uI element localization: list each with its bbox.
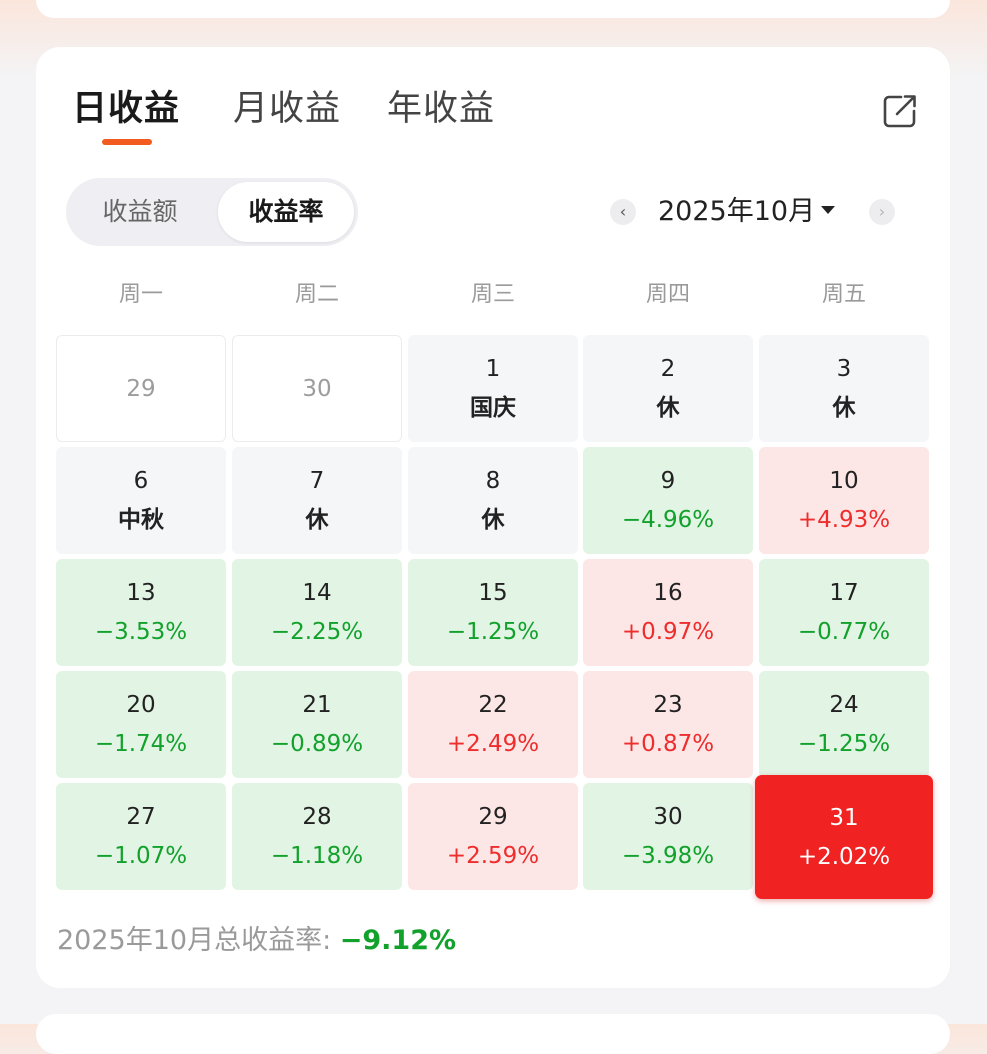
calendar-day-cell[interactable]: 17 −0.77% <box>759 559 929 666</box>
calendar-day-cell[interactable]: 1 国庆 <box>408 335 578 442</box>
month-label: 2025年10月 <box>658 196 816 227</box>
day-number: 16 <box>653 580 683 606</box>
day-return: +2.59% <box>446 843 540 869</box>
next-month-button[interactable]: › <box>869 199 895 225</box>
summary-label: 2025年10月总收益率: <box>57 925 340 956</box>
calendar-day-cell[interactable]: 13 −3.53% <box>56 559 226 666</box>
day-return: 休 <box>305 507 329 533</box>
day-number: 14 <box>302 580 332 606</box>
caret-down-icon <box>821 205 836 214</box>
day-return: 国庆 <box>470 395 516 421</box>
weekday-monday: 周一 <box>118 282 163 307</box>
day-return: −1.18% <box>270 843 364 869</box>
next-section-card <box>36 1014 950 1054</box>
calendar-day-cell-selected[interactable]: 31 +2.02% <box>755 775 933 899</box>
day-return: −1.25% <box>797 731 891 757</box>
calendar-day-cell[interactable]: 10 +4.93% <box>759 447 929 554</box>
day-return: +2.02% <box>797 844 891 870</box>
calendar-day-cell[interactable]: 29 <box>56 335 226 442</box>
calendar-day-cell[interactable]: 28 −1.18% <box>232 783 402 890</box>
day-return: 休 <box>832 395 856 421</box>
calendar-day-cell[interactable]: 16 +0.97% <box>583 559 753 666</box>
day-return: −2.25% <box>270 619 364 645</box>
weekday-friday: 周五 <box>821 282 866 307</box>
day-return: 休 <box>481 507 505 533</box>
previous-section-card <box>36 0 950 18</box>
day-number: 23 <box>653 692 683 718</box>
day-number: 22 <box>478 692 508 718</box>
day-number: 3 <box>836 356 852 382</box>
tab-monthly-returns[interactable]: 月收益 <box>233 89 342 129</box>
calendar-day-cell[interactable]: 14 −2.25% <box>232 559 402 666</box>
monthly-summary: 2025年10月总收益率: −9.12% <box>57 922 456 960</box>
calendar-day-cell[interactable]: 30 −3.98% <box>583 783 753 890</box>
day-number: 24 <box>829 692 859 718</box>
tab-yearly-returns[interactable]: 年收益 <box>387 89 496 129</box>
summary-value: −9.12% <box>339 925 457 956</box>
calendar-day-cell[interactable]: 24 −1.25% <box>759 671 929 778</box>
calendar-day-cell[interactable]: 9 −4.96% <box>583 447 753 554</box>
day-return: −3.53% <box>94 619 188 645</box>
day-number: 28 <box>302 804 332 830</box>
weekday-wednesday: 周三 <box>470 282 515 307</box>
day-number: 30 <box>302 376 332 402</box>
day-number: 30 <box>653 804 683 830</box>
day-number: 15 <box>478 580 508 606</box>
tab-daily-returns[interactable]: 日收益 <box>72 89 181 129</box>
calendar-day-cell[interactable]: 27 −1.07% <box>56 783 226 890</box>
calendar-day-cell[interactable]: 22 +2.49% <box>408 671 578 778</box>
day-return: +4.93% <box>797 507 891 533</box>
day-return: −0.89% <box>270 731 364 757</box>
day-number: 27 <box>126 804 156 830</box>
share-icon[interactable] <box>880 91 920 131</box>
day-return: +0.97% <box>621 619 715 645</box>
day-return: −0.77% <box>797 619 891 645</box>
day-return: 休 <box>656 395 680 421</box>
day-return: −1.74% <box>94 731 188 757</box>
calendar-day-cell[interactable]: 29 +2.59% <box>408 783 578 890</box>
day-number: 13 <box>126 580 156 606</box>
day-return: −1.07% <box>94 843 188 869</box>
calendar-day-cell[interactable]: 20 −1.74% <box>56 671 226 778</box>
day-return: −1.25% <box>446 619 540 645</box>
day-number: 2 <box>660 356 676 382</box>
month-selector[interactable]: 2025年10月 <box>658 193 836 231</box>
day-number: 21 <box>302 692 332 718</box>
calendar-day-cell[interactable]: 15 −1.25% <box>408 559 578 666</box>
chevron-left-icon: ‹ <box>619 202 627 221</box>
calendar-day-cell[interactable]: 30 <box>232 335 402 442</box>
day-number: 10 <box>829 468 859 494</box>
day-number: 29 <box>478 804 508 830</box>
calendar-day-cell[interactable]: 23 +0.87% <box>583 671 753 778</box>
day-number: 29 <box>126 376 156 402</box>
calendar-day-cell[interactable]: 21 −0.89% <box>232 671 402 778</box>
weekday-thursday: 周四 <box>645 282 690 307</box>
active-tab-indicator <box>102 139 152 145</box>
day-number: 6 <box>133 468 149 494</box>
calendar-day-cell[interactable]: 6 中秋 <box>56 447 226 554</box>
previous-month-button[interactable]: ‹ <box>610 199 636 225</box>
day-number: 17 <box>829 580 859 606</box>
return-amount-button[interactable]: 收益额 <box>102 197 178 226</box>
day-number: 1 <box>485 356 501 382</box>
chevron-right-icon: › <box>878 202 886 221</box>
day-return: −4.96% <box>621 507 715 533</box>
day-number: 9 <box>660 468 676 494</box>
day-return: +0.87% <box>621 731 715 757</box>
weekday-tuesday: 周二 <box>294 282 339 307</box>
day-number: 7 <box>309 468 325 494</box>
day-number: 31 <box>829 805 859 831</box>
day-return: +2.49% <box>446 731 540 757</box>
metric-toggle: 收益额 收益率 <box>66 178 358 246</box>
day-number: 20 <box>126 692 156 718</box>
return-rate-button[interactable]: 收益率 <box>218 182 354 242</box>
day-number: 8 <box>485 468 501 494</box>
day-return: −3.98% <box>621 843 715 869</box>
day-return: 中秋 <box>118 507 164 533</box>
